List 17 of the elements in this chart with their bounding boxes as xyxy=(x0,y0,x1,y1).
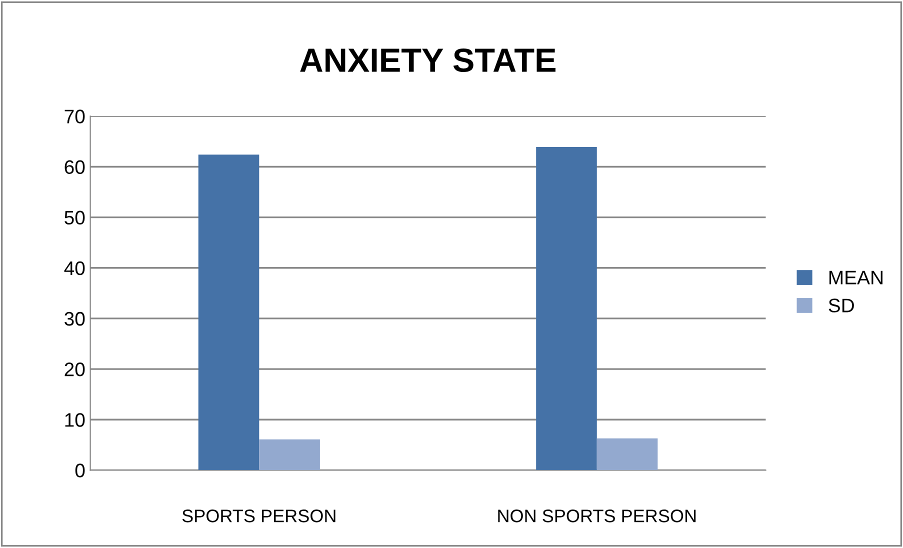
y-tick-label: 50 xyxy=(64,210,85,225)
y-tick-label: 20 xyxy=(64,362,85,376)
bar xyxy=(198,154,260,470)
x-tick-label: SPORTS PERSON xyxy=(182,510,336,522)
bar xyxy=(536,147,597,470)
x-tick-label: NON SPORTS PERSON xyxy=(498,510,696,522)
bar xyxy=(259,439,320,470)
y-tick-label: 40 xyxy=(64,261,85,276)
legend-label: SD xyxy=(828,298,854,312)
legend-label: MEAN xyxy=(829,270,882,284)
y-tick-label: 30 xyxy=(64,312,85,326)
chart-title: ANXIETY STATE xyxy=(300,48,556,72)
y-tick-label: 70 xyxy=(64,110,85,124)
y-tick-label: 60 xyxy=(64,160,85,174)
bar xyxy=(596,438,658,470)
y-tick-label: 0 xyxy=(75,464,85,478)
y-tick-label: 10 xyxy=(65,413,85,427)
